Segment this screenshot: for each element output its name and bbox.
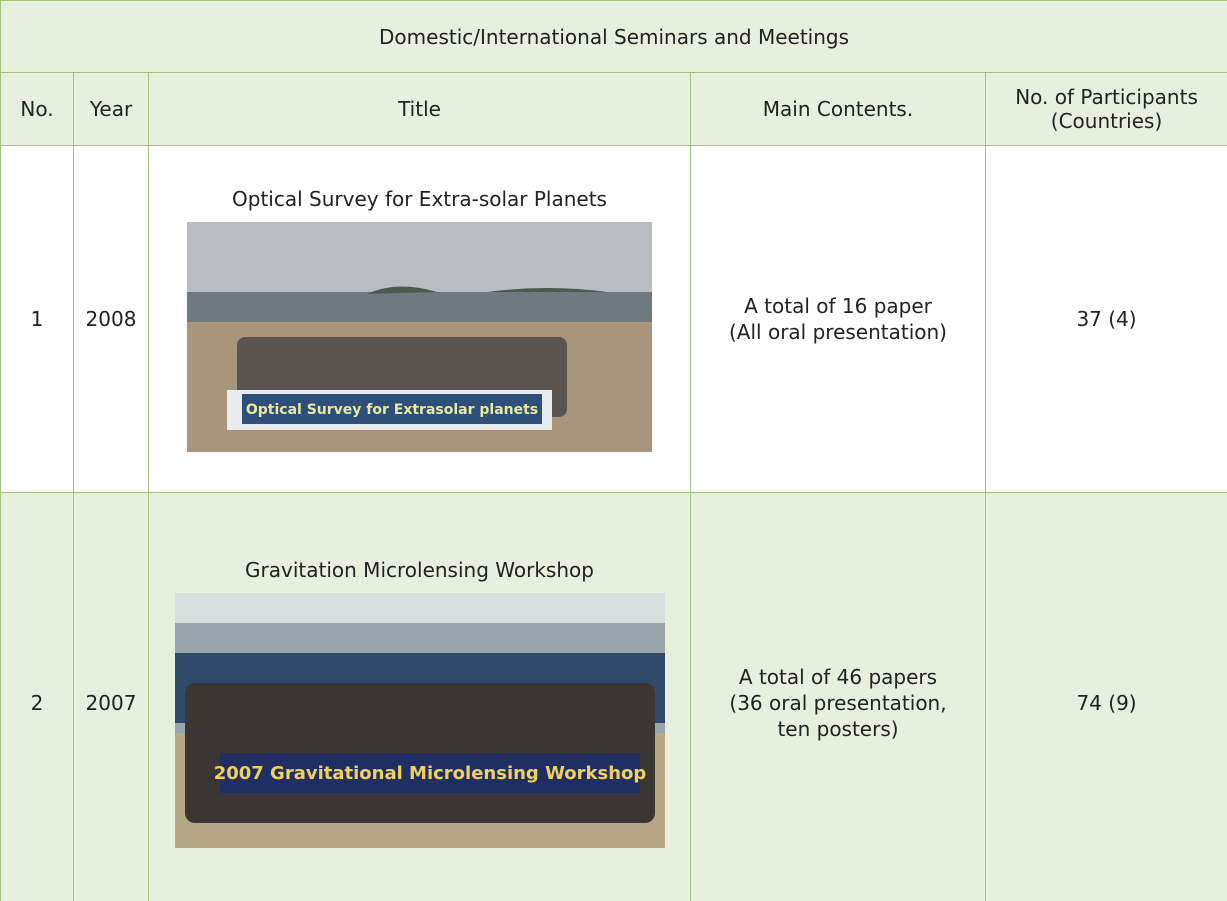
title: Gravitation Microlensing Workshop — [245, 558, 594, 582]
contents-line: A total of 16 paper — [744, 294, 932, 318]
photo-banner: Optical Survey for Extrasolar planets — [246, 402, 538, 418]
participants-cell: 37 (4) — [984, 145, 1227, 493]
header-line: (Countries) — [1050, 109, 1163, 133]
title-cell: Optical Survey for Extra-solar Planets O… — [148, 145, 691, 493]
contents-line: ten posters) — [777, 716, 899, 741]
header-cell: Title — [148, 72, 691, 146]
photo: Optical Survey for Extrasolar planets — [187, 222, 652, 452]
header-cell: No. of Participants (Countries) — [984, 72, 1227, 146]
contents-line: A total of 46 papers — [738, 664, 938, 689]
caption-row: Domestic/International Seminars and Meet… — [0, 0, 1227, 73]
row: 2 2007 Gravitation Microlensing Workshop… — [0, 492, 1227, 901]
contents-cell: A total of 16 paper (All oral presentati… — [690, 145, 986, 493]
contents-cell: A total of 46 papers (36 oral presentati… — [690, 492, 986, 901]
contents-line: (All oral presentation) — [729, 320, 947, 344]
contents-line: (36 oral presentation, — [729, 690, 947, 715]
header-cell: Year — [73, 72, 149, 146]
year-cell: 2008 — [73, 145, 149, 493]
header-line: No. of Participants — [1015, 85, 1198, 109]
row: 1 2008 Optical Survey for Extra-solar Pl… — [0, 145, 1227, 493]
no-cell: 1 — [0, 145, 74, 493]
participants-cell: 74 (9) — [984, 492, 1227, 901]
caption: Domestic/International Seminars and Meet… — [0, 0, 1227, 73]
photo: 2007 Gravitational Microlensing Workshop — [174, 593, 665, 848]
header-cell: Main Contents. — [690, 72, 986, 146]
title-cell: Gravitation Microlensing Workshop 2007 G… — [148, 492, 691, 901]
header-row: No. Year Title Main Contents. No. of Par… — [0, 72, 1227, 146]
year-cell: 2007 — [73, 492, 149, 901]
header-cell: No. — [0, 72, 74, 146]
photo-banner: 2007 Gravitational Microlensing Workshop — [213, 763, 646, 784]
no-cell: 2 — [0, 492, 74, 901]
title: Optical Survey for Extra-solar Planets — [232, 187, 607, 211]
